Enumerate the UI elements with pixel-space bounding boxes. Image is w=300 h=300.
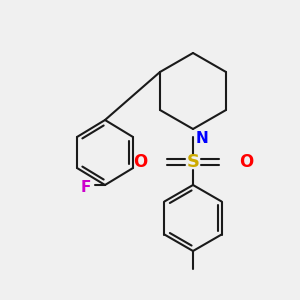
Text: O: O — [239, 153, 253, 171]
Text: F: F — [81, 181, 91, 196]
Text: O: O — [133, 153, 147, 171]
Text: S: S — [187, 153, 200, 171]
Text: N: N — [196, 131, 209, 146]
